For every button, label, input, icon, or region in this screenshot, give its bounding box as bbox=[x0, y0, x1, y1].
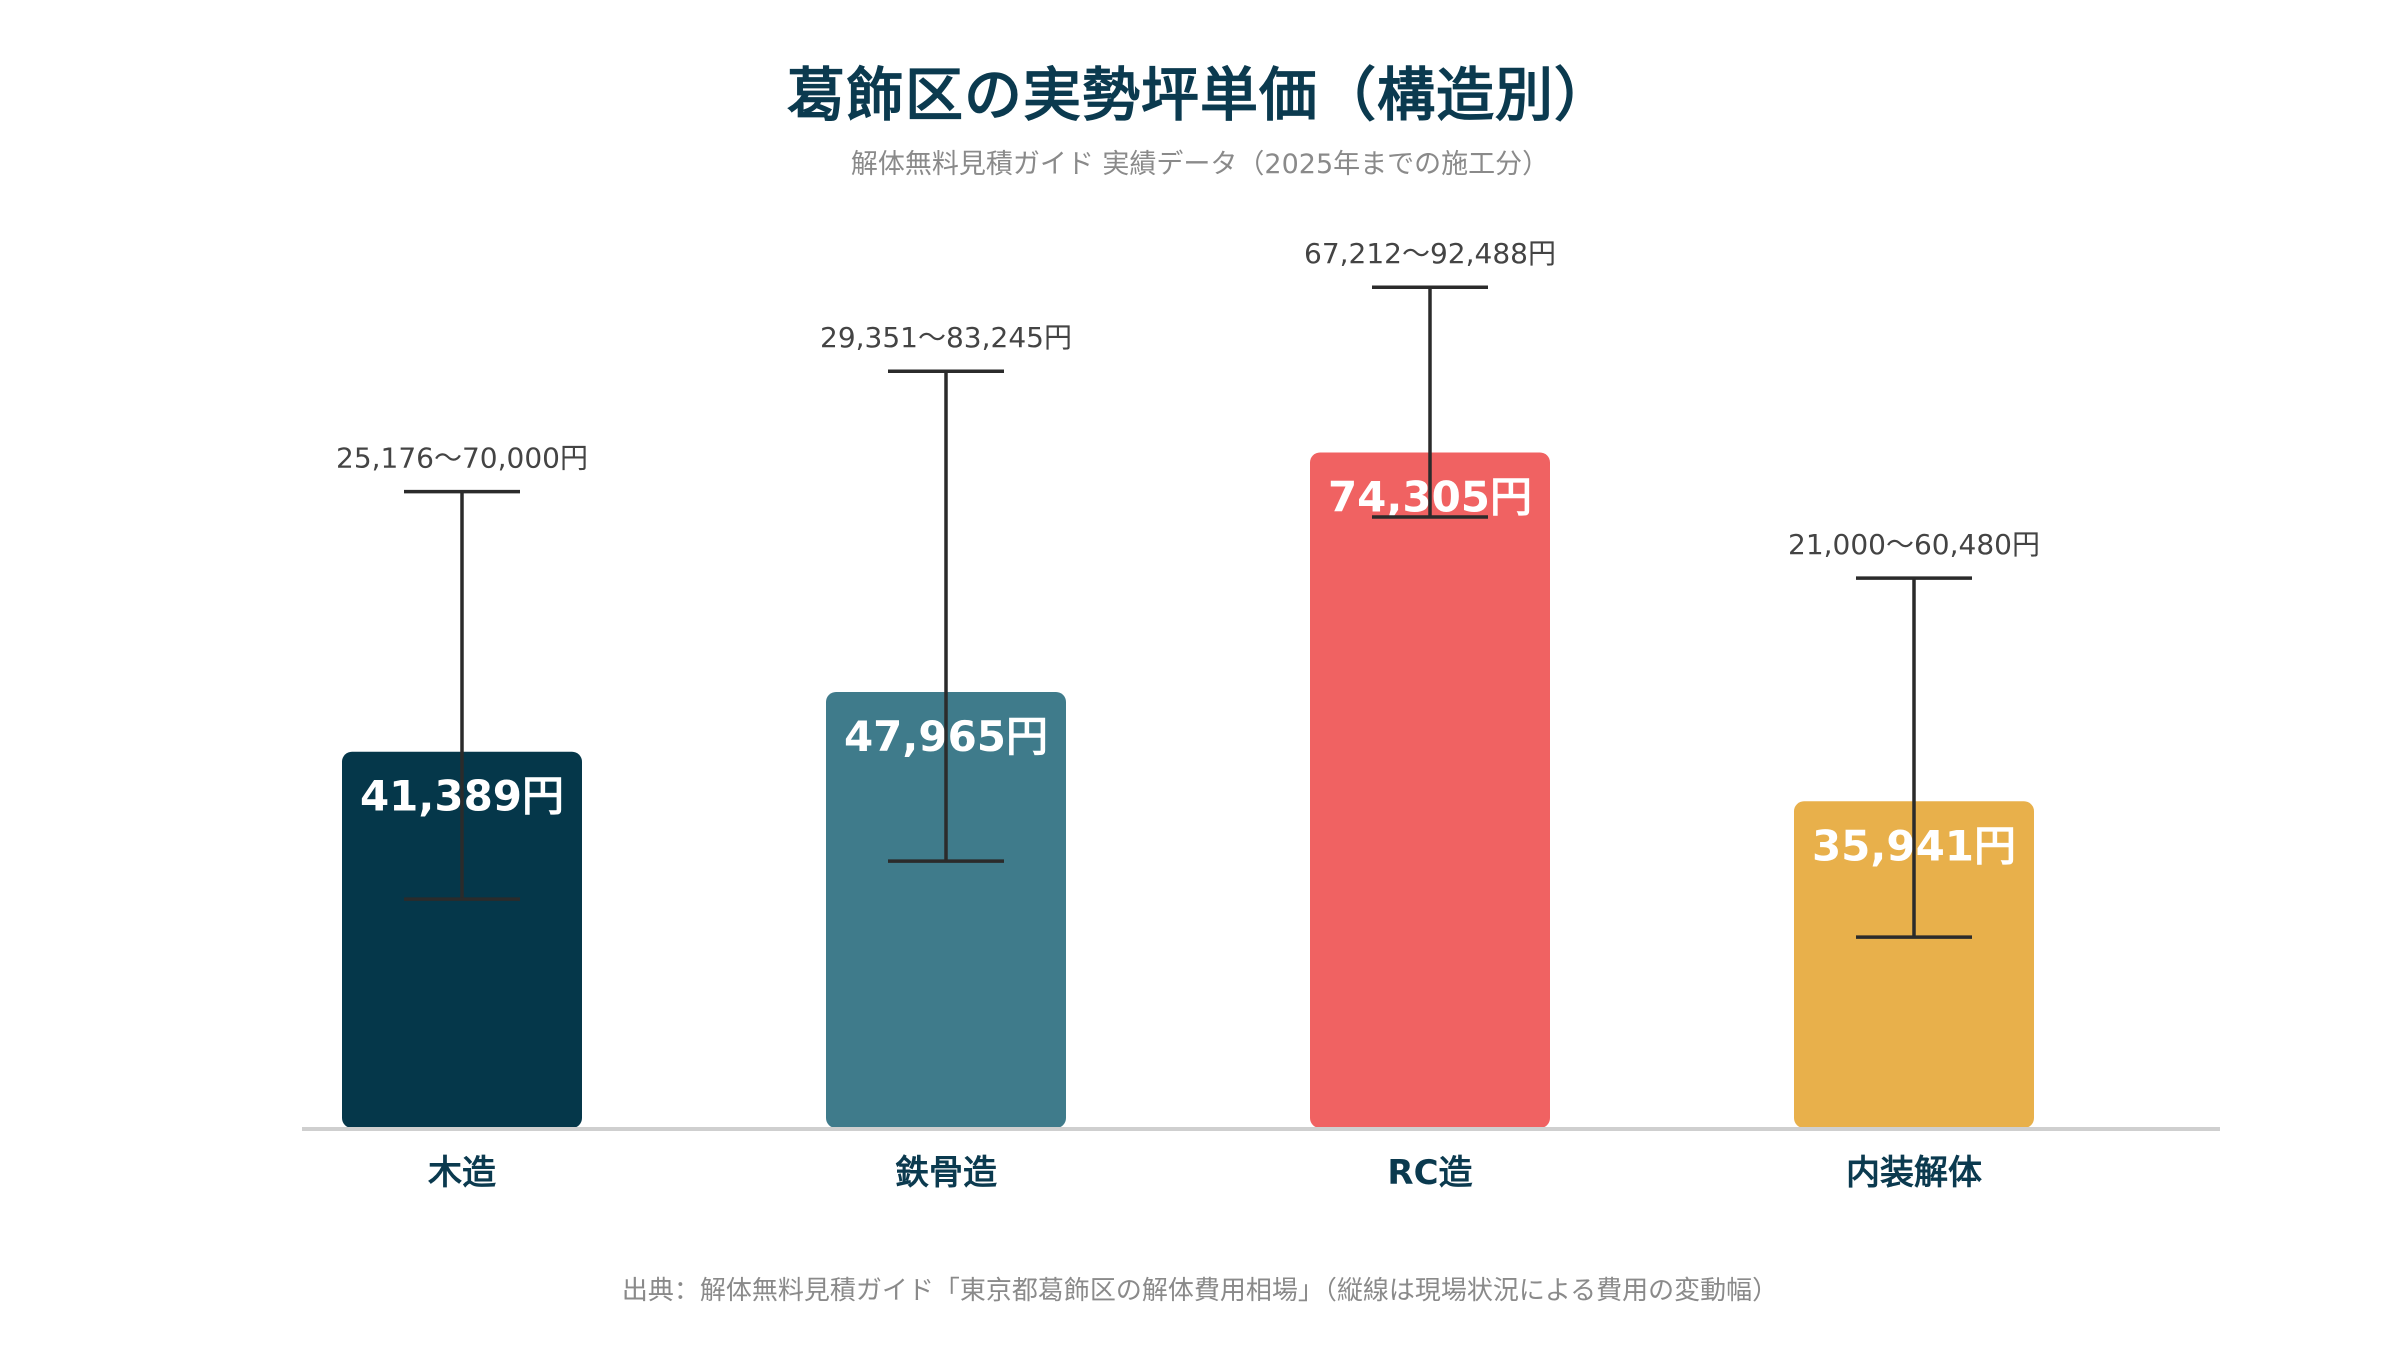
bar-2 bbox=[826, 691, 1066, 1128]
range-label: 67,212〜92,488円 bbox=[1304, 237, 1556, 270]
range-label: 25,176〜70,000円 bbox=[336, 442, 588, 475]
x-tick-label: RC造 bbox=[1387, 1153, 1472, 1193]
x-tick-label: 鉄骨造 bbox=[895, 1153, 997, 1193]
chart-footnote: 出典：解体無料見積ガイド「東京都葛飾区の解体費用相場」（縦線は現場状況による費用… bbox=[621, 1276, 1779, 1306]
chart-title: 葛飾区の実勢坪単価（構造別） bbox=[786, 61, 1613, 129]
x-tick-label: 内装解体 bbox=[1846, 1153, 1982, 1193]
x-tick-label: 木造 bbox=[427, 1153, 496, 1193]
bar-3 bbox=[1310, 452, 1550, 1128]
range-label: 21,000〜60,480円 bbox=[1788, 528, 2040, 561]
bar-4 bbox=[1794, 801, 2034, 1128]
range-label: 29,351〜83,245円 bbox=[820, 321, 1072, 354]
chart-subtitle: 解体無料見積ガイド 実績データ（2025年までの施工分） bbox=[850, 149, 1550, 180]
bar-1 bbox=[342, 751, 582, 1128]
